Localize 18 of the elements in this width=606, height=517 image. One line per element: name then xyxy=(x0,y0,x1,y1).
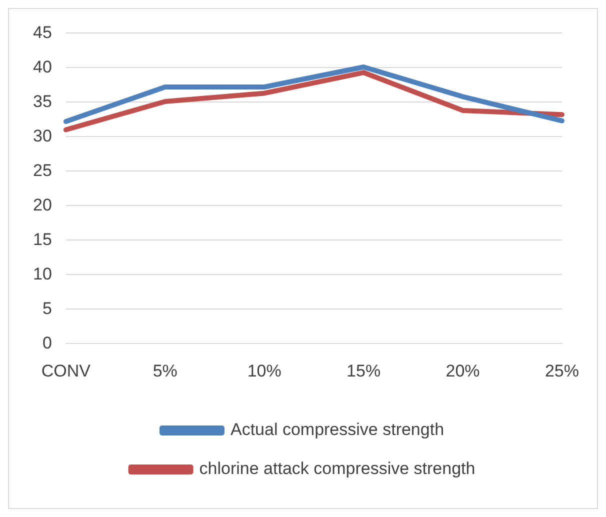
y-tick-label: 0 xyxy=(42,333,52,352)
legend-label: Actual compressive strength xyxy=(230,420,444,440)
y-tick-label: 20 xyxy=(32,195,52,214)
x-tick-label: CONV xyxy=(41,361,92,380)
x-tick-label: 10% xyxy=(247,361,282,380)
legend-label: chlorine attack compressive strength xyxy=(199,459,476,478)
x-tick-label: 15% xyxy=(346,361,381,380)
y-tick-label: 45 xyxy=(32,22,52,42)
y-tick-label: 30 xyxy=(32,126,52,146)
x-tick-label: 25% xyxy=(544,361,580,380)
x-tick-label: 5% xyxy=(152,361,178,380)
y-tick-label: 40 xyxy=(32,57,52,76)
y-tick-label: 10 xyxy=(32,264,52,284)
y-tick-label: 5 xyxy=(42,298,52,318)
y-tick-label: 35 xyxy=(32,92,52,111)
x-tick-label: 20% xyxy=(446,361,480,380)
y-tick-label: 25 xyxy=(32,160,52,180)
y-tick-label: 15 xyxy=(32,230,52,249)
